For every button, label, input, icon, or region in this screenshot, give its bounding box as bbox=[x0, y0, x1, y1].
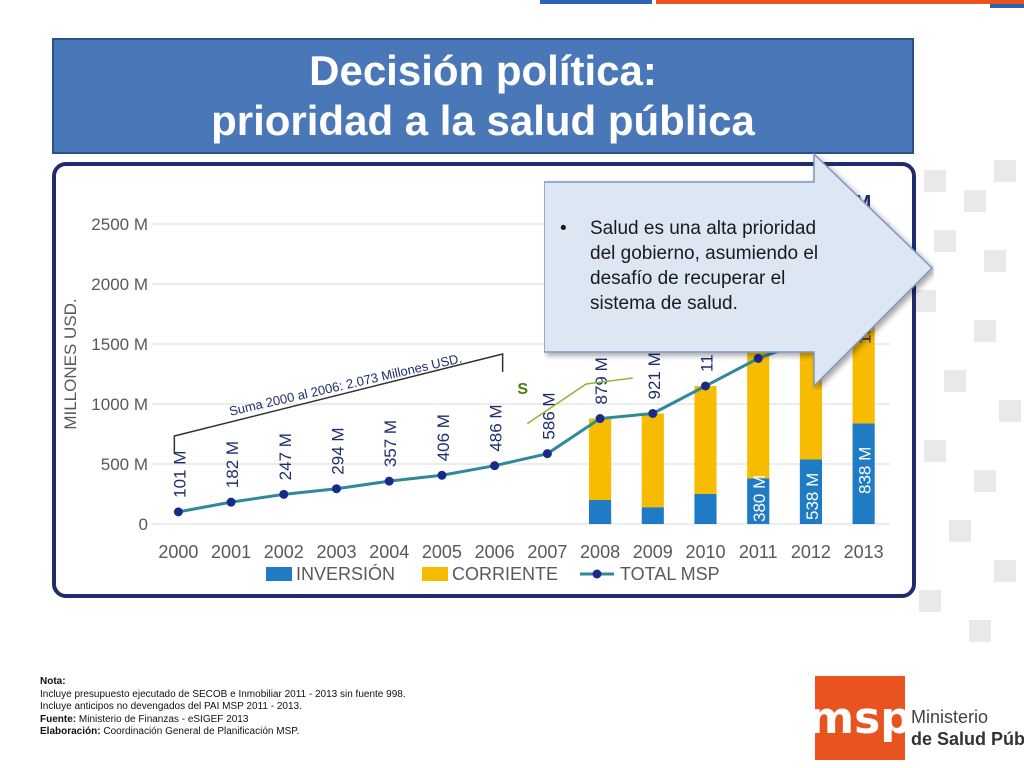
data-label: 879 M bbox=[592, 357, 611, 404]
bar-inversion bbox=[747, 478, 770, 524]
data-label: 838 M bbox=[856, 447, 875, 494]
data-label: 11 bbox=[698, 354, 717, 372]
x-tick-label: 2010 bbox=[685, 542, 725, 562]
legend-swatch-marker bbox=[592, 569, 602, 579]
point-total-msp bbox=[437, 470, 447, 480]
data-label: 538 M bbox=[803, 473, 822, 520]
data-label: 247 M bbox=[276, 433, 295, 480]
x-tick-label: 2009 bbox=[633, 542, 673, 562]
sum-bracket bbox=[173, 353, 504, 454]
y-tick-label: 2500 M bbox=[91, 215, 148, 234]
data-label: 921 M bbox=[645, 352, 664, 399]
bar-inversion bbox=[852, 423, 875, 524]
x-tick-label: 2004 bbox=[369, 542, 409, 562]
x-tick-label: 2008 bbox=[580, 542, 620, 562]
slide-title-line1: Decisión política: bbox=[309, 47, 657, 94]
legend-swatch bbox=[266, 567, 292, 581]
logo-text: Ministerio de Salud Públic bbox=[911, 706, 1024, 750]
callout-arrow bbox=[544, 152, 934, 388]
logo-line2: de Salud Públic bbox=[911, 729, 1024, 749]
point-total-msp bbox=[384, 476, 394, 486]
note-line1: Incluye presupuesto ejecutado de SECOB e… bbox=[40, 688, 406, 700]
x-tick-label: 2013 bbox=[844, 542, 884, 562]
y-tick-label: 0 bbox=[139, 515, 148, 534]
bullet-icon: • bbox=[560, 218, 567, 239]
x-tick-label: 2002 bbox=[264, 542, 304, 562]
point-total-msp bbox=[701, 381, 710, 391]
note-elab-label: Elaboración: bbox=[40, 726, 101, 737]
callout-text: • Salud es una alta prioridad del gobier… bbox=[560, 216, 828, 316]
x-tick-label: 2000 bbox=[158, 542, 198, 562]
data-label: 380 M bbox=[750, 475, 769, 522]
y-tick-label: 500 M bbox=[101, 455, 148, 474]
point-total-msp bbox=[753, 353, 763, 363]
bar-inversion bbox=[694, 494, 717, 524]
note-line2: Incluye anticipos no devengados del PAI … bbox=[40, 701, 302, 712]
data-label: 486 M bbox=[487, 404, 506, 451]
point-total-msp bbox=[542, 449, 552, 459]
note-source-label: Fuente: bbox=[40, 713, 77, 725]
x-tick-label: 2012 bbox=[791, 542, 831, 562]
x-tick-label: 2005 bbox=[422, 542, 462, 562]
bar-corriente bbox=[694, 386, 717, 494]
callout-message: Salud es una alta prioridad del gobierno… bbox=[590, 218, 819, 314]
data-label: 101 M bbox=[170, 451, 189, 498]
x-tick-label: 2007 bbox=[527, 542, 567, 562]
slide-title-line2: prioridad a la salud pública bbox=[211, 97, 755, 144]
slide-title-box: Decisión política: prioridad a la salud … bbox=[52, 38, 914, 154]
point-total-msp bbox=[279, 489, 289, 499]
data-label: 586 M bbox=[539, 392, 558, 439]
point-total-msp bbox=[490, 461, 500, 471]
legend-swatch bbox=[422, 567, 448, 581]
x-tick-label: 2006 bbox=[475, 542, 515, 562]
background-tile-pattern bbox=[914, 160, 1021, 642]
bar-corriente bbox=[747, 334, 770, 479]
legend-label: CORRIENTE bbox=[452, 564, 558, 584]
note-heading: Nota: bbox=[40, 676, 66, 687]
top-accent-red bbox=[656, 0, 1024, 4]
bar-inversion bbox=[589, 500, 612, 524]
note-elab-value: Coordinación General de Planificación MS… bbox=[103, 726, 300, 737]
legend-label: INVERSIÓN bbox=[296, 563, 395, 584]
bar-inversion bbox=[799, 459, 822, 524]
partial-annotation: S bbox=[517, 381, 528, 398]
msp-logo-mark: msp bbox=[808, 676, 912, 760]
data-label: 182 M bbox=[223, 441, 242, 488]
point-total-msp bbox=[595, 414, 605, 424]
ministry-logo: msp Ministerio de Salud Públic bbox=[805, 668, 1024, 768]
point-total-msp bbox=[173, 507, 183, 517]
bar-corriente bbox=[589, 418, 612, 500]
line-total-msp bbox=[178, 224, 866, 514]
x-tick-label: 2003 bbox=[316, 542, 356, 562]
data-label: 406 M bbox=[434, 414, 453, 461]
y-axis-label: MILLONES USD. bbox=[61, 298, 80, 429]
legend-label: TOTAL MSP bbox=[620, 564, 720, 584]
top-accent-blue-right bbox=[990, 4, 1024, 8]
data-label: 294 M bbox=[329, 427, 348, 474]
point-total-msp bbox=[648, 408, 658, 418]
sum-annotation: Suma 2000 al 2006: 2.073 Millones USD. bbox=[228, 350, 464, 418]
point-total-msp bbox=[332, 484, 341, 494]
x-tick-label: 2011 bbox=[739, 542, 778, 562]
point-total-msp bbox=[226, 497, 236, 507]
x-tick-label: 2001 bbox=[211, 542, 251, 562]
footnote: Nota: Incluye presupuesto ejecutado de S… bbox=[40, 676, 406, 739]
bar-corriente bbox=[641, 413, 664, 508]
bar-inversion bbox=[641, 507, 664, 524]
y-tick-label: 1500 M bbox=[91, 335, 148, 354]
data-label: 357 M bbox=[381, 420, 400, 467]
partial-bracket bbox=[526, 377, 633, 425]
logo-line1: Ministerio bbox=[911, 707, 989, 727]
y-tick-label: 1000 M bbox=[91, 395, 148, 414]
y-tick-label: 2000 M bbox=[91, 275, 148, 294]
note-source-value: Ministerio de Finanzas - eSIGEF 2013 bbox=[78, 713, 249, 725]
top-accent-blue bbox=[540, 0, 652, 4]
